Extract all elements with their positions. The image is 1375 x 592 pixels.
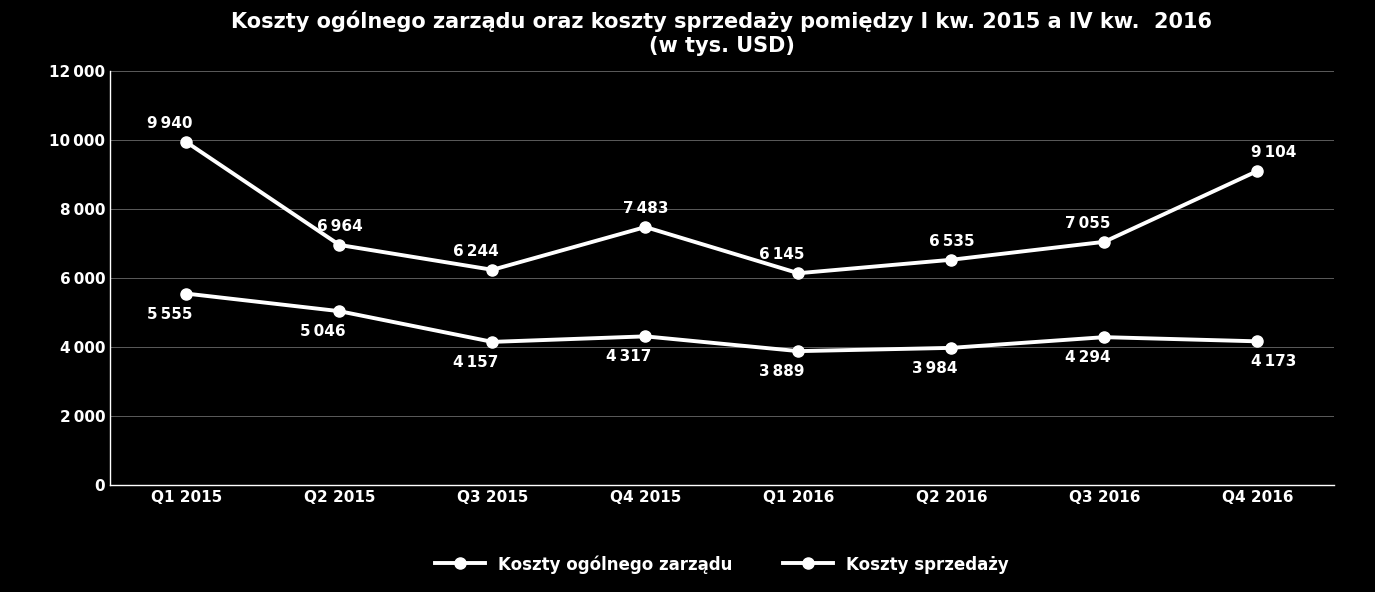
Text: 4 157: 4 157: [454, 355, 499, 370]
Text: 6 535: 6 535: [928, 234, 974, 249]
Koszty ogólnego zarządu: [331, 242, 348, 249]
Text: 9 104: 9 104: [1251, 145, 1297, 160]
Legend: Koszty ogólnego zarządu, Koszty sprzedaży: Koszty ogólnego zarządu, Koszty sprzedaż…: [429, 549, 1015, 581]
Koszty sprzedaży: [1096, 334, 1112, 341]
Koszty sprzedaży: [331, 308, 348, 315]
Koszty sprzedaży: [1248, 338, 1265, 345]
Koszty ogólnego zarządu: [943, 256, 960, 263]
Text: 4 173: 4 173: [1251, 355, 1297, 369]
Koszty ogólnego zarządu: [1096, 238, 1112, 245]
Text: 3 889: 3 889: [759, 364, 804, 379]
Koszty ogólnego zarządu: [179, 139, 195, 146]
Text: 5 046: 5 046: [300, 324, 345, 339]
Text: 5 555: 5 555: [147, 307, 193, 321]
Line: Koszty ogólnego zarządu: Koszty ogólnego zarządu: [182, 137, 1262, 279]
Line: Koszty sprzedaży: Koszty sprzedaży: [182, 288, 1262, 357]
Koszty sprzedaży: [484, 339, 500, 346]
Koszty sprzedaży: [943, 345, 960, 352]
Koszty ogólnego zarządu: [484, 266, 500, 274]
Text: 7 483: 7 483: [623, 201, 668, 216]
Koszty ogólnego zarządu: [791, 270, 807, 277]
Text: 9 940: 9 940: [147, 116, 193, 131]
Koszty ogólnego zarządu: [637, 223, 653, 230]
Koszty sprzedaży: [791, 348, 807, 355]
Text: 4 294: 4 294: [1064, 350, 1111, 365]
Text: 6 244: 6 244: [452, 244, 499, 259]
Text: 6 145: 6 145: [759, 247, 804, 262]
Title: Koszty ogólnego zarządu oraz koszty sprzedaży pomiędzy I kw. 2015 a IV kw.  2016: Koszty ogólnego zarządu oraz koszty sprz…: [231, 11, 1213, 56]
Koszty ogólnego zarządu: [1248, 168, 1265, 175]
Koszty sprzedaży: [179, 290, 195, 297]
Text: 3 984: 3 984: [912, 361, 957, 376]
Text: 7 055: 7 055: [1064, 216, 1111, 231]
Text: 6 964: 6 964: [316, 219, 363, 234]
Koszty sprzedaży: [637, 333, 653, 340]
Text: 4 317: 4 317: [606, 349, 652, 364]
